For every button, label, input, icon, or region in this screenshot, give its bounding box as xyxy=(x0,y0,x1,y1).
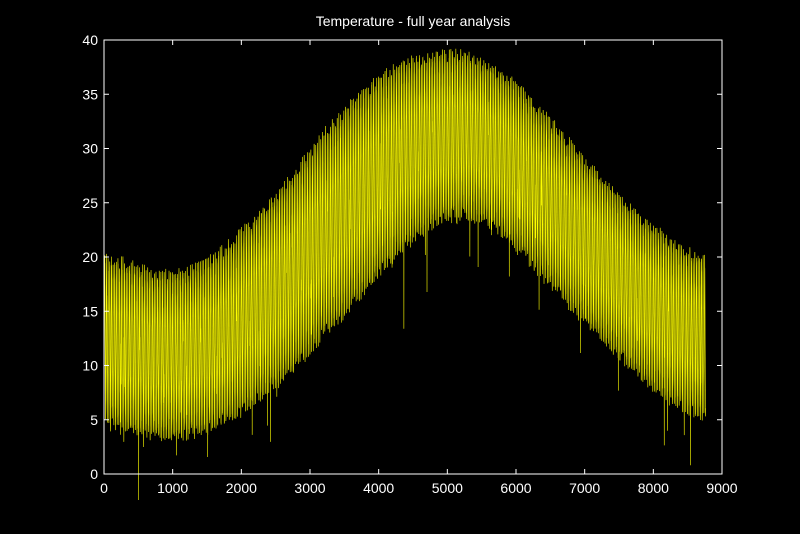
y-tick-label: 40 xyxy=(82,32,98,48)
x-axis: 0 1000 2000 3000 4000 5000 6000 7000 8000 9000 xyxy=(100,40,738,496)
y-tick-label: 10 xyxy=(82,358,98,374)
x-tick-label: 2000 xyxy=(226,480,257,496)
x-tick-label: 1000 xyxy=(157,480,188,496)
x-tick-label: 8000 xyxy=(638,480,669,496)
y-tick-label: 20 xyxy=(82,249,98,265)
x-tick-label: 9000 xyxy=(706,480,737,496)
x-tick-label: 4000 xyxy=(363,480,394,496)
y-tick-label: 15 xyxy=(82,303,98,319)
chart-title: Temperature - full year analysis xyxy=(316,13,511,29)
y-axis: 0 5 10 15 20 25 30 35 40 xyxy=(82,32,722,482)
series-line-0 xyxy=(103,48,706,500)
x-tick-label: 3000 xyxy=(294,480,325,496)
x-tick-label: 7000 xyxy=(569,480,600,496)
y-tick-label: 30 xyxy=(82,141,98,157)
y-tick-label: 5 xyxy=(90,412,98,428)
y-tick-label: 35 xyxy=(82,86,98,102)
x-tick-label: 0 xyxy=(100,480,108,496)
x-tick-label: 5000 xyxy=(432,480,463,496)
series-layer xyxy=(103,48,706,500)
y-tick-label: 25 xyxy=(82,195,98,211)
y-tick-label: 0 xyxy=(90,466,98,482)
x-tick-label: 6000 xyxy=(500,480,531,496)
